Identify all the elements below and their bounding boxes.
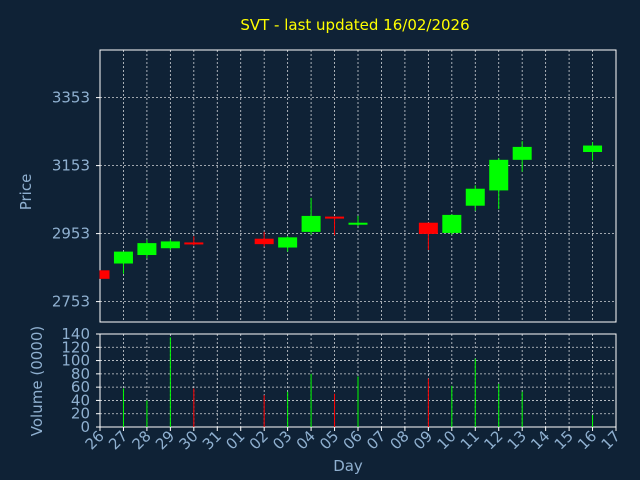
chart-title: SVT - last updated 16/02/2026: [240, 16, 469, 34]
candle-body: [465, 188, 485, 206]
x-tick-label: 31: [199, 427, 225, 453]
price-panel: 2753 2953 3153 3353: [52, 49, 617, 323]
volume-tick-label: 40: [71, 391, 90, 409]
candle-body: [583, 145, 603, 152]
x-tick-label: 15: [551, 427, 577, 453]
candle-body: [100, 270, 110, 279]
candle-body: [489, 159, 509, 191]
volume-tick-label: 0: [80, 418, 90, 436]
volume-tick-label: 100: [61, 352, 90, 370]
x-tick-label: 11: [457, 427, 483, 453]
price-tick-label: 2953: [52, 225, 90, 243]
x-tick-label: 07: [363, 427, 389, 453]
candle-body: [160, 241, 180, 249]
volume-tick-label: 80: [71, 365, 90, 383]
candle-body: [184, 242, 204, 245]
volume-tick-label: 140: [61, 325, 90, 343]
x-tick-label: 28: [129, 427, 155, 453]
x-tick-label: 09: [410, 427, 436, 453]
x-axis-label: Day: [333, 457, 363, 475]
price-tick-label: 2753: [52, 293, 90, 311]
volume-tick-label: 120: [61, 338, 90, 356]
candle-body: [113, 251, 133, 264]
x-tick-label: 01: [222, 427, 248, 453]
x-tick-label: 10: [433, 427, 459, 453]
x-tick-label: 16: [574, 427, 600, 453]
candle-body: [442, 214, 462, 233]
x-tick-label: 12: [480, 427, 506, 453]
candle-body: [137, 243, 157, 256]
volume-tick-label: 60: [71, 378, 90, 396]
candle-body: [301, 215, 321, 232]
price-tick-label: 3153: [52, 157, 90, 175]
x-tick-label: 17: [598, 427, 624, 453]
x-tick-label: 05: [316, 427, 342, 453]
x-tick-label: 04: [293, 427, 319, 453]
x-tick-label: 06: [340, 427, 366, 453]
x-tick-label: 29: [152, 427, 178, 453]
price-tick-label: 3353: [52, 89, 90, 107]
volume-axis-label: Volume (0000): [28, 326, 46, 436]
candle-body: [512, 146, 532, 160]
x-tick-label: 08: [387, 427, 413, 453]
candle-body: [325, 216, 345, 219]
volume-tick-label: 20: [71, 405, 90, 423]
candle-body: [418, 222, 438, 234]
x-tick-label: 14: [527, 427, 553, 453]
x-tick-label: 13: [504, 427, 530, 453]
x-tick-label: 30: [175, 427, 201, 453]
candle-body: [254, 238, 274, 245]
x-tick-label: 27: [105, 427, 131, 453]
x-tick-label: 03: [269, 427, 295, 453]
price-axis-label: Price: [17, 174, 35, 211]
x-axis: 2627282930310102030405060708091011121314…: [82, 427, 624, 453]
x-tick-label: 02: [246, 427, 272, 453]
candle-body: [278, 237, 298, 248]
candle-body: [348, 222, 368, 225]
